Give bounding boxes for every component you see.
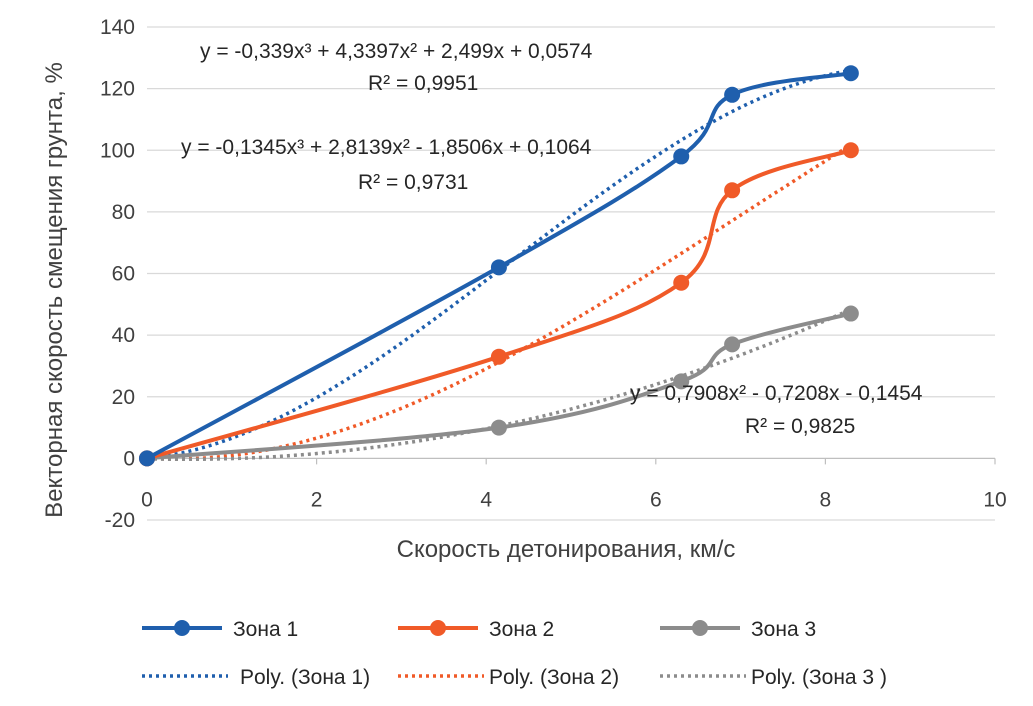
legend-label-poly-zone-1: Poly. (Зона 1): [240, 666, 370, 689]
data-point-zone-1: [673, 148, 690, 165]
data-point-zone-1: [842, 65, 859, 82]
legend-item-poly-zone-1[interactable]: Poly. (Зона 1): [142, 666, 370, 689]
y-tick-label: -20: [105, 509, 135, 532]
legend-marker-zone-2: [430, 620, 446, 636]
y-tick-label: 0: [123, 447, 135, 470]
x-tick-label: 2: [311, 488, 323, 511]
y-tick-label: 100: [100, 139, 135, 162]
legend-item-zone-1[interactable]: Зона 1: [142, 618, 298, 641]
series-line-zone-2: [146, 148, 852, 461]
trendline-layer: [146, 68, 852, 462]
tick-labels: -20 0 20 40 60 80 100 120 140 0 2 4 6 8 10: [100, 16, 1007, 532]
trendline-r2-zone-3: R² = 0,9825: [745, 415, 855, 438]
trendline-poly-zone-2: [146, 143, 852, 461]
legend-label-poly-zone-2: Poly. (Зона 2): [489, 666, 619, 689]
trendline-equation-zone-1: y = -0,339x³ + 4,3397x² + 2,499x + 0,057…: [200, 40, 593, 63]
x-tick-label: 8: [820, 488, 832, 511]
y-tick-label: 80: [112, 201, 135, 224]
data-point-zone-2: [490, 348, 507, 365]
x-tick-label: 6: [650, 488, 662, 511]
legend-item-poly-zone-3[interactable]: Poly. (Зона 3 ): [660, 666, 887, 689]
series-line-zone-1: [146, 71, 852, 461]
x-tick-label: 0: [141, 488, 153, 511]
legend-marker-zone-3: [692, 620, 708, 636]
legend-label-zone-3: Зона 3: [751, 618, 816, 641]
data-point-zone-3: [724, 336, 741, 353]
data-point-zone-3: [673, 373, 690, 390]
grid-layer: [146, 26, 996, 521]
data-point-zone-3: [490, 419, 507, 436]
x-axis-title: Скорость детонирования, км/с: [397, 536, 736, 563]
series-layer: [139, 65, 859, 467]
y-tick-label: 40: [112, 324, 135, 347]
trendline-equation-zone-3: y = 0,7908x² - 0,7208x - 0,1454: [630, 382, 923, 405]
x-tick-label: 10: [983, 488, 1006, 511]
y-tick-label: 60: [112, 263, 135, 286]
trendline-r2-zone-1: R² = 0,9951: [368, 72, 478, 95]
legend-label-zone-1: Зона 1: [233, 618, 298, 641]
trendline-equation-zone-2: y = -0,1345x³ + 2,8139x² - 1,8506x + 0,1…: [181, 136, 592, 159]
data-point-zone-2: [673, 274, 690, 291]
series-line-zone-3: [146, 311, 852, 461]
data-point-zone-2: [724, 182, 741, 199]
data-point-zone-3: [842, 305, 859, 322]
legend-label-poly-zone-3: Poly. (Зона 3 ): [751, 666, 887, 689]
y-tick-label: 140: [100, 16, 135, 39]
data-point-zone-1: [724, 86, 741, 103]
trendline-poly-zone-1: [146, 68, 852, 460]
y-tick-label: 20: [112, 386, 135, 409]
legend-item-poly-zone-2[interactable]: Poly. (Зона 2): [398, 666, 619, 689]
legend-item-zone-3[interactable]: Зона 3: [660, 618, 816, 641]
legend-item-zone-2[interactable]: Зона 2: [398, 618, 554, 641]
legend: Зона 1 Зона 2 Зона 3 Poly. (Зона 1) Poly…: [142, 618, 887, 689]
y-tick-label: 120: [100, 78, 135, 101]
legend-marker-zone-1: [174, 620, 190, 636]
data-point-zone-2: [842, 142, 859, 159]
x-tick-label: 4: [480, 488, 492, 511]
legend-label-zone-2: Зона 2: [489, 618, 554, 641]
trendline-r2-zone-2: R² = 0,9731: [358, 171, 468, 194]
data-point-zone-1: [139, 450, 155, 467]
data-point-zone-1: [490, 259, 507, 276]
y-axis-title: Векторная скорость смещения грунта, %: [41, 62, 68, 518]
